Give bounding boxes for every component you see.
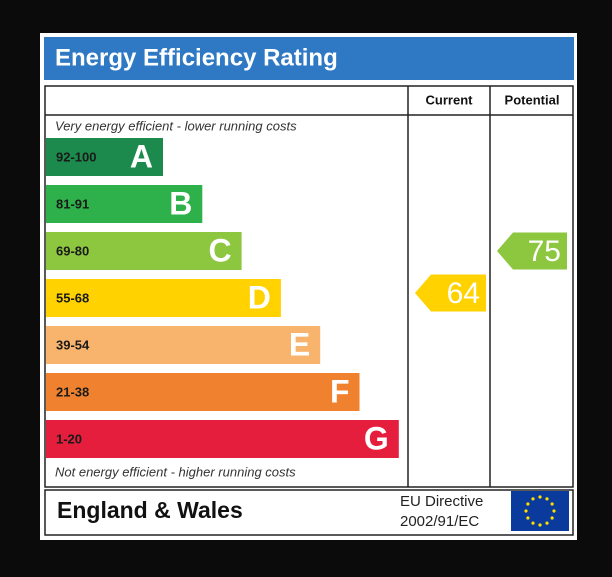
band-bar xyxy=(46,138,163,176)
band-bar xyxy=(46,326,321,364)
directive: EU Directive xyxy=(400,493,483,510)
flag-star xyxy=(538,523,542,527)
band-letter: B xyxy=(169,185,192,221)
rating-arrow xyxy=(415,274,486,312)
flag-star xyxy=(545,497,549,501)
flag-star xyxy=(545,521,549,525)
band-bar xyxy=(46,420,399,458)
footer-border xyxy=(44,489,574,536)
flag-star xyxy=(526,516,530,520)
directive: 2002/91/EC xyxy=(400,513,479,530)
title: Energy Efficiency Rating xyxy=(55,44,338,71)
band-range: 81-91 xyxy=(56,196,89,211)
band-range: 55-68 xyxy=(56,290,89,305)
flag-star xyxy=(531,497,535,501)
bottom-note: Not energy efficient - higher running co… xyxy=(55,464,296,479)
band-bar xyxy=(46,232,242,270)
title-bar xyxy=(44,37,574,80)
band-bar xyxy=(46,373,360,411)
flag-star xyxy=(524,509,528,513)
band-letter: D xyxy=(248,279,271,315)
rating-value: 75 xyxy=(528,235,561,268)
band-letter: F xyxy=(330,373,350,409)
rating-arrow xyxy=(497,232,567,270)
flag-star xyxy=(550,516,554,520)
band-range: 39-54 xyxy=(56,337,90,352)
band-letter: C xyxy=(208,232,231,268)
band-bar xyxy=(46,185,203,223)
flag-star xyxy=(526,502,530,506)
band-letter: G xyxy=(364,420,389,456)
flag-star xyxy=(538,495,542,499)
flag-star xyxy=(531,521,535,525)
band-range: 1-20 xyxy=(56,431,82,446)
column-header: Potential xyxy=(505,92,560,107)
band-range: 21-38 xyxy=(56,384,89,399)
region: England & Wales xyxy=(57,497,243,523)
table-border xyxy=(44,85,574,488)
band-range: 69-80 xyxy=(56,243,89,258)
rating-value: 64 xyxy=(447,277,480,310)
band-range: 92-100 xyxy=(56,149,96,164)
flag-star xyxy=(550,502,554,506)
band-letter: A xyxy=(130,138,153,174)
flag-star xyxy=(552,509,556,513)
column-header: Current xyxy=(426,92,474,107)
band-letter: E xyxy=(289,326,310,362)
band-bar xyxy=(46,279,281,317)
top-note: Very energy efficient - lower running co… xyxy=(55,118,297,133)
